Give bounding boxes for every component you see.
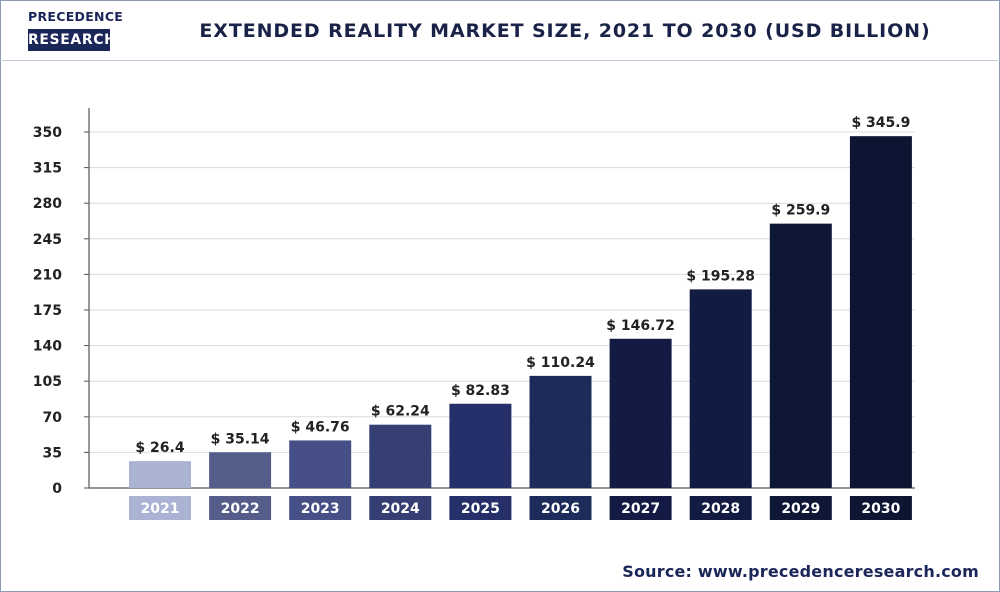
x-category-box	[849, 496, 912, 520]
bar-chart: 0 35 70 105 140 175 210 245 280 315 350 $ 26.4 2021 $…	[33, 108, 915, 520]
bar	[689, 289, 752, 488]
bar	[609, 338, 672, 488]
bar-data-label: $ 345.9	[851, 115, 910, 131]
x-tick-label: 2026	[541, 501, 580, 517]
logo-top-text: PRECEDENCE	[28, 9, 124, 24]
bar-data-label: $ 35.14	[211, 431, 270, 447]
header: PRECEDENCE RESEARCH EXTENDED REALITY MAR…	[0, 0, 1000, 61]
y-tick-label: 315	[33, 161, 62, 177]
y-tick-label: 280	[33, 196, 62, 212]
y-tick-label: 210	[33, 267, 62, 283]
y-tick-label: 350	[33, 125, 62, 141]
x-tick-label: 2023	[301, 501, 340, 517]
x-tick-label: 2024	[381, 501, 420, 517]
x-tick-label: 2022	[221, 501, 260, 517]
bar	[209, 452, 272, 488]
x-tick-label: 2028	[701, 501, 740, 517]
y-tick-label: 35	[43, 445, 62, 461]
bar	[129, 461, 191, 488]
bar-data-label: $ 195.28	[686, 268, 755, 284]
bar-data-label: $ 259.9	[771, 203, 830, 219]
bar-data-label: $ 110.24	[526, 355, 595, 371]
x-category-box	[609, 496, 672, 520]
x-tick-label: 2021	[141, 501, 180, 517]
bar-data-label: $ 46.76	[291, 419, 350, 435]
x-tick-label: 2025	[461, 501, 500, 517]
x-tick-label: 2029	[781, 501, 820, 517]
bar-data-label: $ 82.83	[451, 383, 510, 399]
bar-data-label: $ 26.4	[135, 440, 184, 456]
bar	[449, 403, 512, 488]
y-tick-label: 105	[33, 374, 62, 390]
x-category-box	[449, 496, 512, 520]
x-category-box	[289, 496, 352, 520]
y-tick-label: 175	[33, 303, 62, 319]
y-tick-label: 0	[52, 481, 62, 497]
x-tick-label: 2027	[621, 501, 660, 517]
source-note: Source: www.precedenceresearch.com	[622, 562, 979, 581]
bar	[849, 136, 912, 488]
x-category-box	[369, 496, 432, 520]
y-tick-label: 70	[43, 410, 63, 426]
y-tick-label: 140	[33, 339, 62, 355]
bar-data-label: $ 62.24	[371, 404, 430, 420]
y-tick-label: 245	[33, 232, 62, 248]
x-category-box	[529, 496, 592, 520]
bar	[289, 440, 352, 488]
x-category-box	[769, 496, 832, 520]
x-category-box	[209, 496, 272, 520]
bar-data-label: $ 146.72	[606, 318, 675, 334]
logo-bottom-text: RESEARCH	[28, 29, 116, 51]
brand-logo: PRECEDENCE RESEARCH	[28, 7, 124, 51]
bar	[369, 424, 432, 488]
x-category-box	[129, 496, 191, 520]
chart-title: EXTENDED REALITY MARKET SIZE, 2021 TO 20…	[199, 20, 931, 42]
x-category-box	[689, 496, 752, 520]
x-tick-label: 2030	[861, 501, 900, 517]
bar	[529, 375, 592, 488]
bar	[769, 223, 832, 488]
